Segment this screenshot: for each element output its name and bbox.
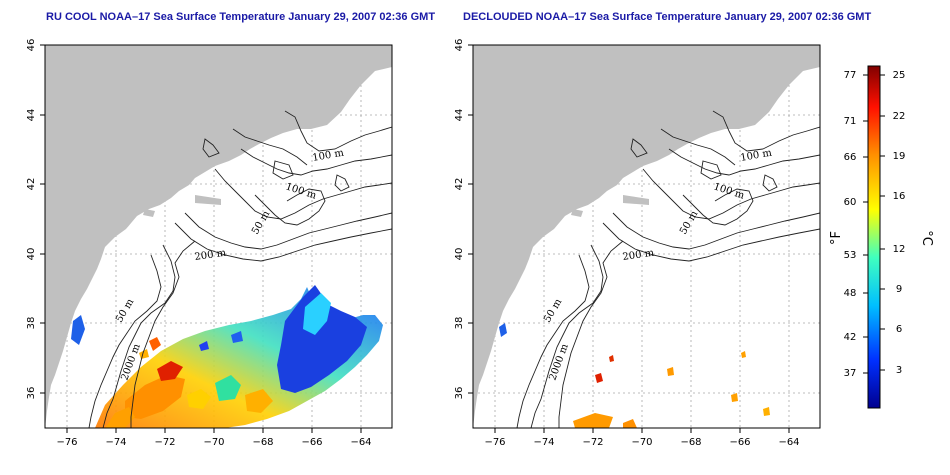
colorbar-c-tick-3: 16: [893, 191, 906, 202]
right-y-tick-44: 44: [454, 109, 465, 122]
left-plot-frame: [44, 44, 393, 429]
right-x-tick-66: −66: [729, 437, 750, 448]
colorbar-f-tick-1: 71: [844, 116, 857, 127]
right-x-tick-64: −64: [778, 437, 799, 448]
left-x-tick-70: −70: [203, 437, 224, 448]
left-y-tick-42: 42: [26, 178, 37, 191]
left-x-tick-72: −72: [154, 437, 175, 448]
colorbar-c-tick-1: 22: [893, 111, 906, 122]
colorbar-fahrenheit-label: °F: [829, 231, 844, 245]
right-x-tick-70: −70: [631, 437, 652, 448]
left-y-tick-46: 46: [26, 39, 37, 52]
right-y-tick-38: 38: [454, 317, 465, 330]
right-x-tick-74: −74: [533, 437, 554, 448]
right-contour-label-50m: 50 m: [678, 209, 700, 237]
right-map-panel: 100 m 100 m 50 m 200 m 50 m 2000 m −76 −…: [454, 39, 821, 448]
colorbar-f-tick-4: 53: [844, 250, 857, 261]
colorbar-c-tick-4: 12: [893, 244, 906, 255]
right-panel-title: DECLOUDED NOAA–17 Sea Surface Temperatur…: [463, 11, 872, 23]
right-contour-label-50m-shelf: 50 m: [542, 297, 564, 325]
colorbar-c-tick-6: 6: [896, 324, 902, 335]
colorbar-f-tick-6: 42: [844, 332, 857, 343]
left-x-tick-76: −76: [56, 437, 77, 448]
colorbar-f-tick-3: 60: [844, 197, 857, 208]
right-y-tick-42: 42: [454, 178, 465, 191]
left-contour-label-100m-b: 100 m: [284, 181, 318, 201]
colorbar-f-tick-5: 48: [844, 288, 857, 299]
colorbar-c-tick-0: 25: [893, 70, 906, 81]
left-contour-label-100m-a: 100 m: [312, 148, 346, 164]
right-x-tick-72: −72: [582, 437, 603, 448]
right-y-tick-36: 36: [454, 387, 465, 400]
left-contour-label-50m: 50 m: [250, 209, 272, 237]
left-x-tick-68: −68: [252, 437, 273, 448]
colorbar-f-tick-2: 66: [844, 152, 857, 163]
colorbar-gradient: [867, 65, 881, 409]
colorbar-f-tick-0: 77: [844, 70, 857, 81]
left-panel-title: RU COOL NOAA–17 Sea Surface Temperature …: [46, 11, 436, 23]
colorbar-f-tick-7: 37: [844, 368, 857, 379]
right-contour-label-100m-b: 100 m: [712, 181, 746, 201]
colorbar-c-tick-7: 3: [896, 365, 902, 376]
left-x-tick-64: −64: [350, 437, 371, 448]
left-contour-label-50m-shelf: 50 m: [114, 297, 136, 325]
right-contour-label-100m-a: 100 m: [740, 148, 774, 164]
temperature-colorbar: 77 71 66 60 53 48 42 37 25 22 19 16 12 9…: [829, 65, 934, 409]
right-plot-frame: [472, 44, 821, 429]
left-y-tick-44: 44: [26, 109, 37, 122]
left-y-tick-40: 40: [26, 248, 37, 261]
left-x-tick-74: −74: [105, 437, 126, 448]
left-y-tick-38: 38: [26, 317, 37, 330]
right-y-tick-46: 46: [454, 39, 465, 52]
right-contour-label-2000m: 2000 m: [547, 342, 571, 382]
left-x-tick-66: −66: [301, 437, 322, 448]
colorbar-c-tick-2: 19: [893, 151, 906, 162]
right-land: [473, 45, 820, 428]
right-x-tick-76: −76: [484, 437, 505, 448]
left-map-panel: 100 m 100 m 50 m 200 m 50 m 2000 m −76 −…: [26, 39, 393, 448]
left-sst-pixels: [71, 63, 383, 428]
right-x-tick-68: −68: [680, 437, 701, 448]
colorbar-c-tick-5: 9: [896, 284, 902, 295]
colorbar-celsius-label: °C: [919, 230, 934, 246]
right-y-tick-40: 40: [454, 248, 465, 261]
left-contour-label-200m: 200 m: [194, 248, 227, 263]
left-y-tick-36: 36: [26, 387, 37, 400]
right-contour-label-200m: 200 m: [622, 248, 655, 263]
